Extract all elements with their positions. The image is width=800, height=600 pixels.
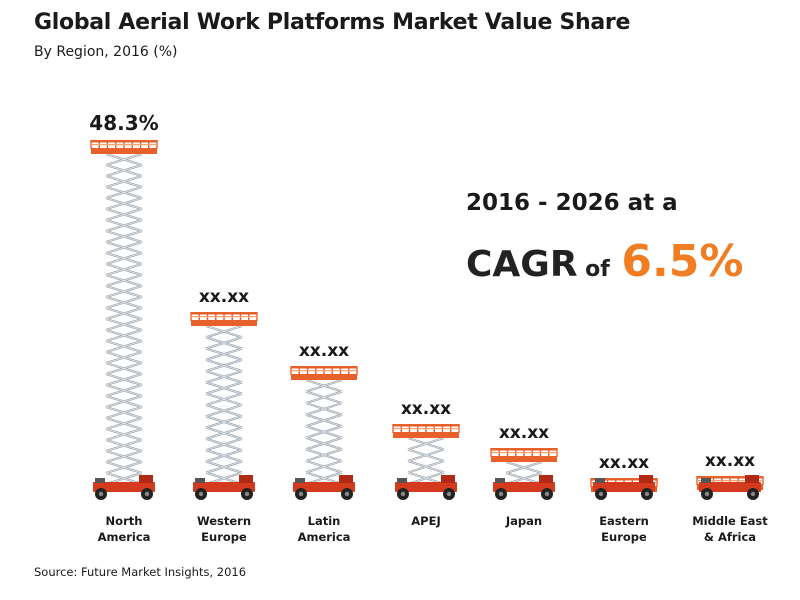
lift-hub-1 xyxy=(750,491,756,497)
source-note: Source: Future Market Insights, 2016 xyxy=(34,565,247,579)
lift-base xyxy=(493,482,555,492)
lift-hub-0 xyxy=(198,491,204,497)
category-label-4-0: Japan xyxy=(505,514,542,528)
category-label-5-0: Eastern xyxy=(599,514,649,528)
lift-hub-0 xyxy=(704,491,710,497)
platform-midrail xyxy=(191,316,257,318)
platform-midrail xyxy=(291,370,357,372)
category-label-2-1: America xyxy=(298,530,351,544)
cagr-statement: CAGR of 6.5% xyxy=(466,236,743,287)
lift-engine xyxy=(339,475,353,483)
lift-hub-0 xyxy=(598,491,604,497)
scissor-arms xyxy=(205,324,243,486)
lift-hub-1 xyxy=(244,491,250,497)
scissor-highlight xyxy=(105,153,143,485)
platform-midrail xyxy=(491,452,557,454)
lift-control xyxy=(295,478,305,483)
platform-midrail xyxy=(393,428,459,430)
category-label-2-0: Latin xyxy=(308,514,341,528)
lift-control xyxy=(595,478,605,483)
platform-deck xyxy=(191,320,257,326)
cagr-value: 6.5% xyxy=(621,236,744,287)
bar-lift-0 xyxy=(90,140,158,500)
lift-engine xyxy=(239,475,253,483)
data-label-3: xx.xx xyxy=(401,399,451,419)
lift-control xyxy=(195,478,205,483)
cagr-of-word: of xyxy=(585,257,610,282)
chart-title: Global Aerial Work Platforms Market Valu… xyxy=(34,10,631,35)
category-label-1-1: Europe xyxy=(201,530,247,544)
platform-deck xyxy=(291,374,357,380)
scissor-highlight xyxy=(305,379,343,485)
lift-hub-1 xyxy=(544,491,550,497)
data-label-4: xx.xx xyxy=(499,423,549,443)
lift-hub-0 xyxy=(400,491,406,497)
bar-lift-2 xyxy=(290,366,358,500)
data-label-1: xx.xx xyxy=(199,287,249,307)
category-label-6-1: & Africa xyxy=(704,530,756,544)
bar-lift-5 xyxy=(590,475,658,500)
lift-control xyxy=(95,478,105,483)
category-label-0-0: North xyxy=(106,514,143,528)
lift-engine xyxy=(745,475,759,483)
lift-hub-1 xyxy=(446,491,452,497)
chart-subtitle: By Region, 2016 (%) xyxy=(34,44,178,60)
lift-engine xyxy=(441,475,455,483)
platform-midrail xyxy=(91,144,157,146)
bar-lift-1 xyxy=(190,312,258,500)
lift-control xyxy=(701,478,711,483)
data-label-5: xx.xx xyxy=(599,453,649,473)
lift-base xyxy=(93,482,155,492)
data-label-2: xx.xx xyxy=(299,341,349,361)
platform-deck xyxy=(91,148,157,154)
lift-hub-0 xyxy=(98,491,104,497)
bar-lift-4 xyxy=(490,448,558,500)
lift-base xyxy=(593,482,655,492)
lift-hub-1 xyxy=(644,491,650,497)
scissor-highlight xyxy=(407,437,445,485)
data-label-0: 48.3% xyxy=(89,111,158,135)
data-label-6: xx.xx xyxy=(705,451,755,471)
lift-hub-0 xyxy=(298,491,304,497)
cagr-period-text: 2016 - 2026 at a xyxy=(466,190,678,216)
lift-engine xyxy=(639,475,653,483)
scissor-arms xyxy=(505,460,543,486)
lift-control xyxy=(397,478,407,483)
lift-hub-1 xyxy=(144,491,150,497)
category-label-0-1: America xyxy=(98,530,151,544)
lift-base xyxy=(193,482,255,492)
lift-engine xyxy=(539,475,553,483)
bar-lift-3 xyxy=(392,424,460,500)
scissor-arms xyxy=(407,436,445,486)
lift-base xyxy=(293,482,355,492)
scissor-highlight xyxy=(505,461,543,485)
lift-hub-0 xyxy=(498,491,504,497)
cagr-word: CAGR xyxy=(466,244,578,285)
category-label-3-0: APEJ xyxy=(411,514,440,528)
lift-base xyxy=(699,482,761,492)
lift-control xyxy=(495,478,505,483)
platform-deck xyxy=(491,456,557,462)
lift-engine xyxy=(139,475,153,483)
lift-hub-1 xyxy=(344,491,350,497)
bar-lift-6 xyxy=(696,475,764,500)
category-label-5-1: Europe xyxy=(601,530,647,544)
platform-midrail xyxy=(697,480,763,482)
category-label-1-0: Western xyxy=(197,514,251,528)
scissor-highlight xyxy=(205,325,243,485)
lift-base xyxy=(395,482,457,492)
category-label-6-0: Middle East xyxy=(692,514,768,528)
platform-deck xyxy=(393,432,459,438)
